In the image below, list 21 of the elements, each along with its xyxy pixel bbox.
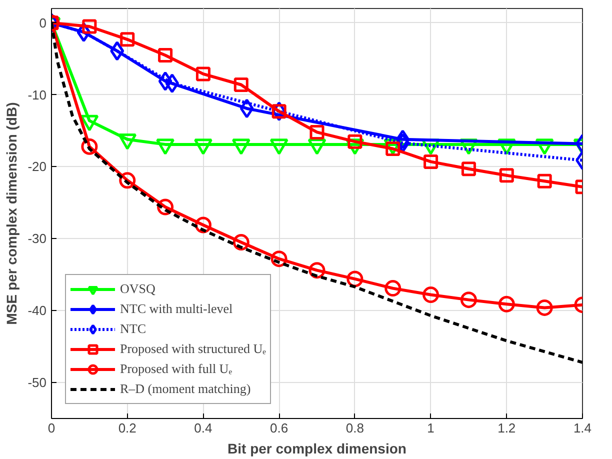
y-axis-title: MSE per complex dimension (dB) <box>4 102 20 325</box>
x-tick-label: 1.4 <box>573 420 592 436</box>
legend-label: NTC with multi-level <box>120 301 233 317</box>
x-tick-label: 0.4 <box>194 420 212 436</box>
x-axis-title: Bit per complex dimension <box>228 440 406 456</box>
y-tick-label: 0 <box>39 15 47 30</box>
legend-label: Proposed with full Uₑ <box>120 361 232 377</box>
y-tick-label: -30 <box>28 231 47 246</box>
x-tick-label: 0.2 <box>118 420 136 436</box>
y-tick-label: -20 <box>28 159 47 174</box>
legend-label: OVSQ <box>120 281 156 297</box>
x-tick-label: 0.8 <box>346 420 364 436</box>
x-tick-label: 1.2 <box>498 420 516 436</box>
legend-label: R–D (moment matching) <box>120 381 251 397</box>
legend-label: Proposed with structured Uₑ <box>120 341 266 357</box>
x-tick-label: 0.6 <box>270 420 288 436</box>
y-tick-label: -10 <box>28 87 47 102</box>
legend-label: NTC <box>120 321 146 337</box>
y-tick-label: -40 <box>28 303 47 318</box>
x-tick-label: 1 <box>427 420 434 436</box>
y-tick-label: -50 <box>28 375 47 390</box>
